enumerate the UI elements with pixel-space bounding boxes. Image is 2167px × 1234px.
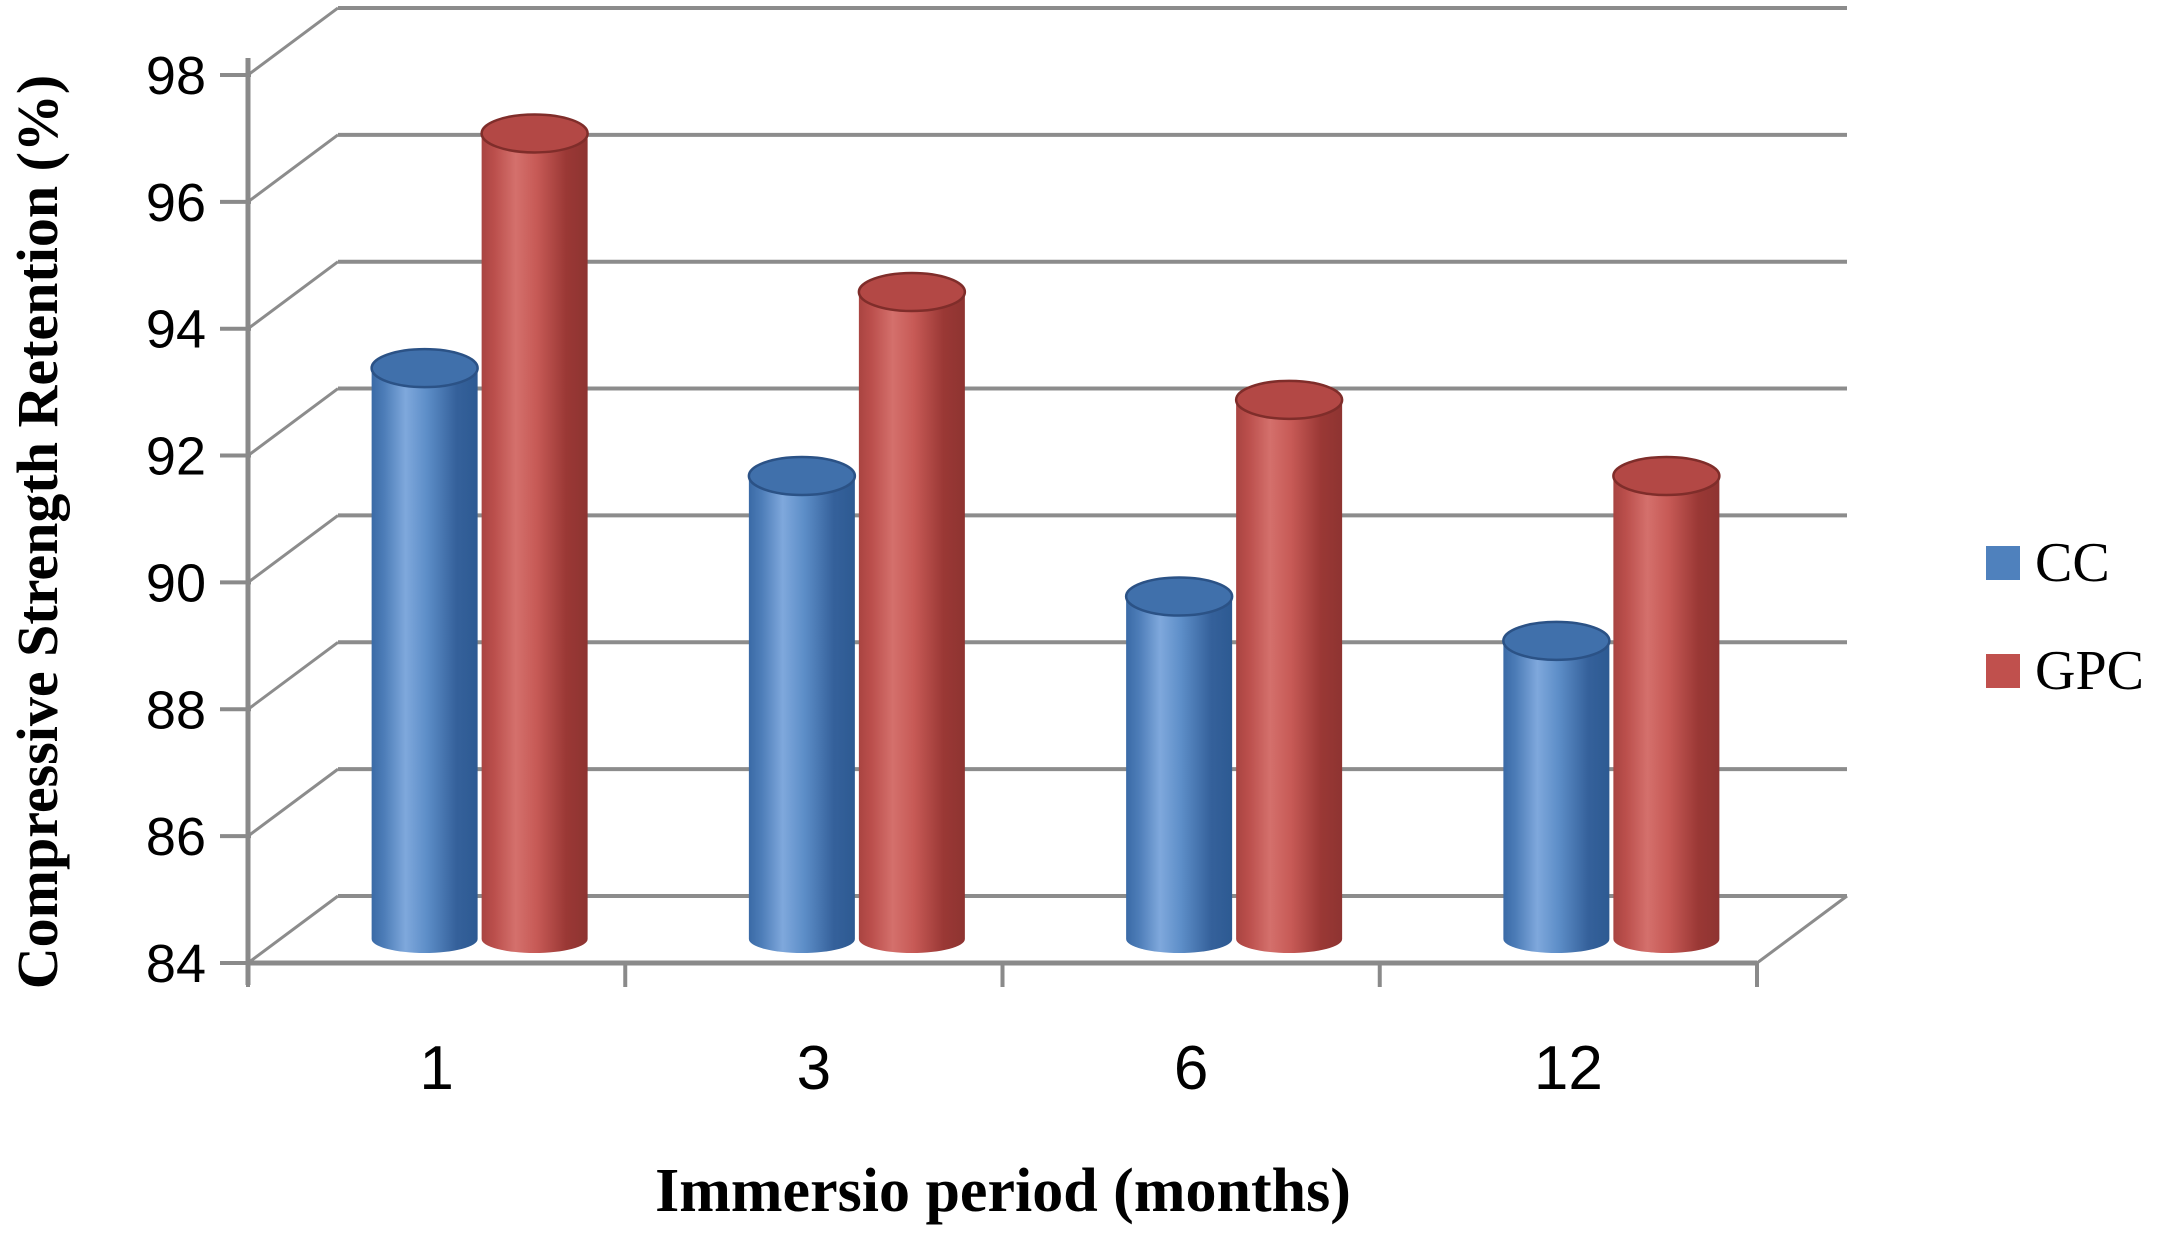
x-axis-title: Immersio period (months) [655,1157,1351,1225]
y-tick-label: 86 [146,807,206,867]
bar-cylinder-gpc-1-body [481,133,588,954]
y-tick-label: 92 [146,427,206,487]
bar-cylinder-cc-12-body [1503,640,1610,954]
y-tick-label: 90 [146,553,206,613]
bar-cylinder-gpc-6-top [1234,379,1344,421]
y-tick-label: 94 [146,300,206,360]
bar-cylinder-cc-3-top [747,455,857,497]
bar-cylinder-cc-6-top [1124,576,1234,617]
bar-cylinder-cc-1-top [370,347,479,389]
gridline-diagonal [247,767,339,838]
bar-cylinder-gpc-6-body [1236,399,1343,954]
legend-label-cc: CC [2035,532,2110,594]
legend-label-gpc: GPC [2035,640,2144,702]
cc-series-swatch [1986,546,2020,580]
y-tick-label: 84 [146,934,206,994]
gridline-diagonal [247,133,339,204]
bar-cylinder-cc-12-top [1502,620,1611,662]
bar-cylinder-gpc-12-body [1613,475,1720,954]
y-tick-label: 96 [146,173,206,233]
bar-cylinder-gpc-3-body [858,292,965,954]
y-tick-label: 98 [146,46,206,106]
legend-item-gpc: GPC [1986,640,2144,702]
category-label: 1 [419,1034,453,1103]
floor-right-edge [1756,894,1848,965]
legend-item-cc: CC [1986,532,2144,594]
bar-cylinder-gpc-1-top [480,113,589,154]
bar-cylinder-gpc-3-top [857,271,967,313]
gridline-diagonal [247,894,339,965]
bar-cylinder-gpc-12-top [1612,455,1721,497]
gridline-diagonal [247,641,339,711]
y-tick-label: 88 [146,680,206,740]
category-label: 12 [1534,1034,1603,1103]
gridline-diagonal [247,387,339,457]
gridline-diagonal [247,6,339,77]
bar-cylinder-cc-6-body [1126,596,1233,954]
bar-cylinder-cc-3-body [748,475,855,954]
category-label: 6 [1174,1034,1208,1103]
legend: CC GPC [1986,532,2144,754]
gpc-series-swatch [1986,654,2020,688]
category-label: 3 [797,1034,831,1103]
gridline-diagonal [247,514,339,584]
y-axis-title: Compressive Strength Retention (%) [5,74,70,990]
bar-cylinder-cc-1-body [371,368,478,953]
gridline-diagonal [247,260,339,330]
